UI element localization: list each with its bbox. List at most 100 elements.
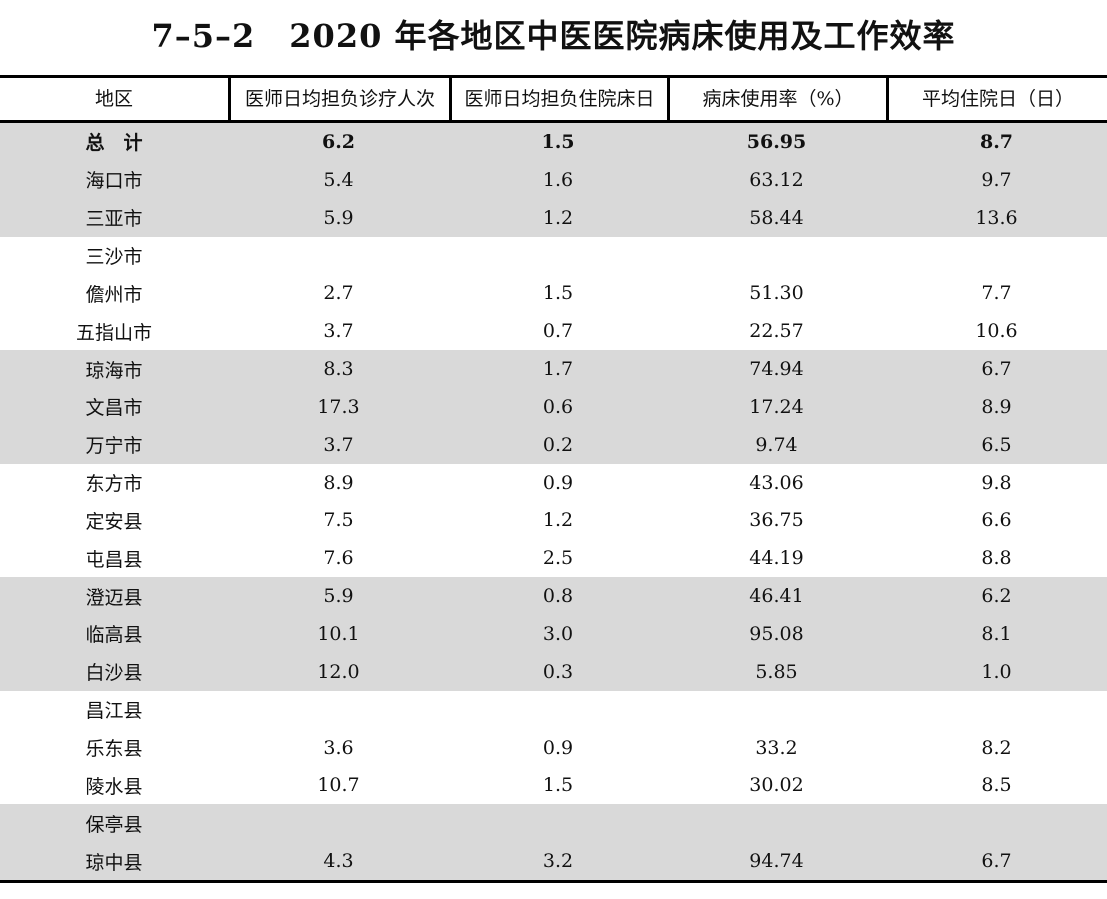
cell-visits: 7.6	[323, 547, 354, 570]
cell-region: 乐东县	[85, 738, 143, 761]
cell-average-stay: 8.5	[981, 774, 1012, 797]
cell-average-stay: 8.8	[981, 547, 1012, 570]
cell-average-stay: 6.6	[981, 509, 1012, 532]
table-row: 保亭县	[0, 804, 1107, 842]
cell-visits: 5.9	[323, 206, 354, 229]
cell-bed-days: 1.7	[542, 358, 574, 381]
column-header-average-stay: 平均住院日（日）	[886, 78, 1107, 120]
table-row-total: 总 计 6.2 1.5 56.95 8.7	[0, 123, 1107, 161]
cell-average-stay: 8.1	[981, 622, 1012, 645]
cell-bed-usage: 74.94	[749, 358, 804, 381]
cell-region: 东方市	[85, 473, 143, 496]
table-row: 陵水县 10.7 1.5 30.02 8.5	[0, 766, 1107, 804]
cell-visits: 7.5	[323, 509, 354, 532]
cell-region: 文昌市	[85, 397, 143, 420]
cell-bed-usage: 95.08	[749, 622, 804, 645]
cell-bed-usage: 33.2	[755, 736, 798, 759]
cell-region: 昌江县	[85, 700, 143, 723]
cell-region: 澄迈县	[85, 586, 143, 609]
table-row: 定安县 7.5 1.2 36.75 6.6	[0, 502, 1107, 540]
table-row: 五指山市 3.7 0.7 22.57 10.6	[0, 312, 1107, 350]
cell-bed-days: 1.2	[542, 206, 574, 229]
cell-visits: 10.7	[317, 774, 360, 797]
table-row: 琼海市 8.3 1.7 74.94 6.7	[0, 350, 1107, 388]
cell-bed-days: 3.2	[542, 850, 574, 873]
cell-region: 陵水县	[85, 775, 143, 798]
cell-bed-days: 1.5	[541, 130, 575, 153]
cell-average-stay: 6.7	[981, 358, 1012, 381]
cell-bed-usage: 51.30	[749, 282, 804, 305]
table-row: 万宁市 3.7 0.2 9.74 6.5	[0, 426, 1107, 464]
table-title-text: 2020 年各地区中医医院病床使用及工作效率	[289, 17, 956, 55]
cell-visits: 17.3	[317, 395, 360, 418]
cell-bed-days: 0.9	[542, 471, 574, 494]
cell-bed-usage: 58.44	[749, 206, 804, 229]
cell-bed-days: 1.2	[542, 509, 574, 532]
cell-region: 万宁市	[85, 435, 143, 458]
cell-average-stay: 9.7	[981, 168, 1012, 191]
header-bottom-rule	[0, 120, 1107, 123]
cell-bed-usage: 36.75	[749, 509, 804, 532]
cell-average-stay: 8.2	[981, 736, 1012, 759]
cell-visits: 5.4	[323, 168, 354, 191]
cell-region: 儋州市	[85, 283, 143, 306]
cell-bed-days: 1.5	[542, 282, 574, 305]
cell-bed-days: 3.0	[542, 622, 574, 645]
table-row: 三沙市	[0, 237, 1107, 275]
cell-region: 总 计	[85, 132, 143, 155]
cell-bed-usage: 46.41	[749, 585, 804, 608]
table-body: 总 计 6.2 1.5 56.95 8.7 海口市 5.4 1.6 63.12 9.7 三亚市 5.9…	[0, 123, 1107, 880]
cell-visits: 3.6	[323, 736, 354, 759]
table-header: 地区 医师日均担负诊疗人次 医师日均担负住院床日 病床使用率（%） 平均住院日（…	[0, 78, 1107, 120]
cell-region: 三亚市	[85, 208, 143, 231]
cell-average-stay: 9.8	[981, 471, 1012, 494]
cell-bed-days: 0.7	[542, 320, 574, 343]
row-group-shading	[0, 577, 1107, 691]
cell-region: 琼海市	[85, 359, 143, 382]
cell-bed-usage: 63.12	[749, 168, 804, 191]
cell-bed-usage: 44.19	[749, 547, 804, 570]
column-header-bed-usage: 病床使用率（%）	[667, 78, 886, 120]
cell-region: 海口市	[85, 170, 143, 193]
cell-bed-days: 2.5	[542, 547, 574, 570]
cell-bed-usage: 17.24	[749, 395, 804, 418]
cell-visits: 10.1	[317, 622, 360, 645]
cell-region: 五指山市	[75, 321, 152, 344]
cell-visits: 2.7	[323, 282, 354, 305]
cell-region: 保亭县	[85, 813, 143, 836]
cell-visits: 3.7	[323, 320, 354, 343]
table-row: 文昌市 17.3 0.6 17.24 8.9	[0, 388, 1107, 426]
table-row: 屯昌县 7.6 2.5 44.19 8.8	[0, 539, 1107, 577]
table-row: 东方市 8.9 0.9 43.06 9.8	[0, 464, 1107, 502]
row-group-shading	[0, 350, 1107, 464]
cell-average-stay: 7.7	[981, 282, 1012, 305]
cell-visits: 12.0	[317, 660, 360, 683]
column-header-bed-days: 医师日均担负住院床日	[449, 78, 667, 120]
table-bottom-rule	[0, 880, 1107, 883]
cell-average-stay: 8.7	[979, 130, 1014, 153]
cell-bed-usage: 22.57	[749, 320, 804, 343]
cell-visits: 8.9	[323, 471, 354, 494]
cell-bed-usage: 9.74	[755, 433, 798, 456]
table-row: 昌江县	[0, 691, 1107, 729]
cell-average-stay: 1.0	[981, 660, 1012, 683]
cell-visits: 6.2	[321, 130, 356, 153]
cell-region: 三沙市	[85, 245, 143, 268]
cell-region: 定安县	[85, 510, 143, 533]
table-top-rule	[0, 75, 1107, 78]
table-row: 澄迈县 5.9 0.8 46.41 6.2	[0, 577, 1107, 615]
cell-bed-usage: 30.02	[749, 774, 804, 797]
cell-average-stay: 10.6	[975, 320, 1018, 343]
cell-bed-days: 1.6	[542, 168, 574, 191]
cell-bed-usage: 5.85	[755, 660, 798, 683]
cell-region: 白沙县	[85, 662, 143, 685]
cell-average-stay: 6.7	[981, 850, 1012, 873]
column-header-region: 地区	[94, 88, 133, 110]
cell-visits: 8.3	[323, 358, 354, 381]
cell-bed-days: 0.9	[542, 736, 574, 759]
cell-region: 临高县	[85, 624, 143, 647]
cell-bed-days: 0.8	[542, 585, 574, 608]
table-row: 乐东县 3.6 0.9 33.2 8.2	[0, 729, 1107, 767]
table-row: 儋州市 2.7 1.5 51.30 7.7	[0, 274, 1107, 312]
table-row: 海口市 5.4 1.6 63.12 9.7	[0, 161, 1107, 199]
